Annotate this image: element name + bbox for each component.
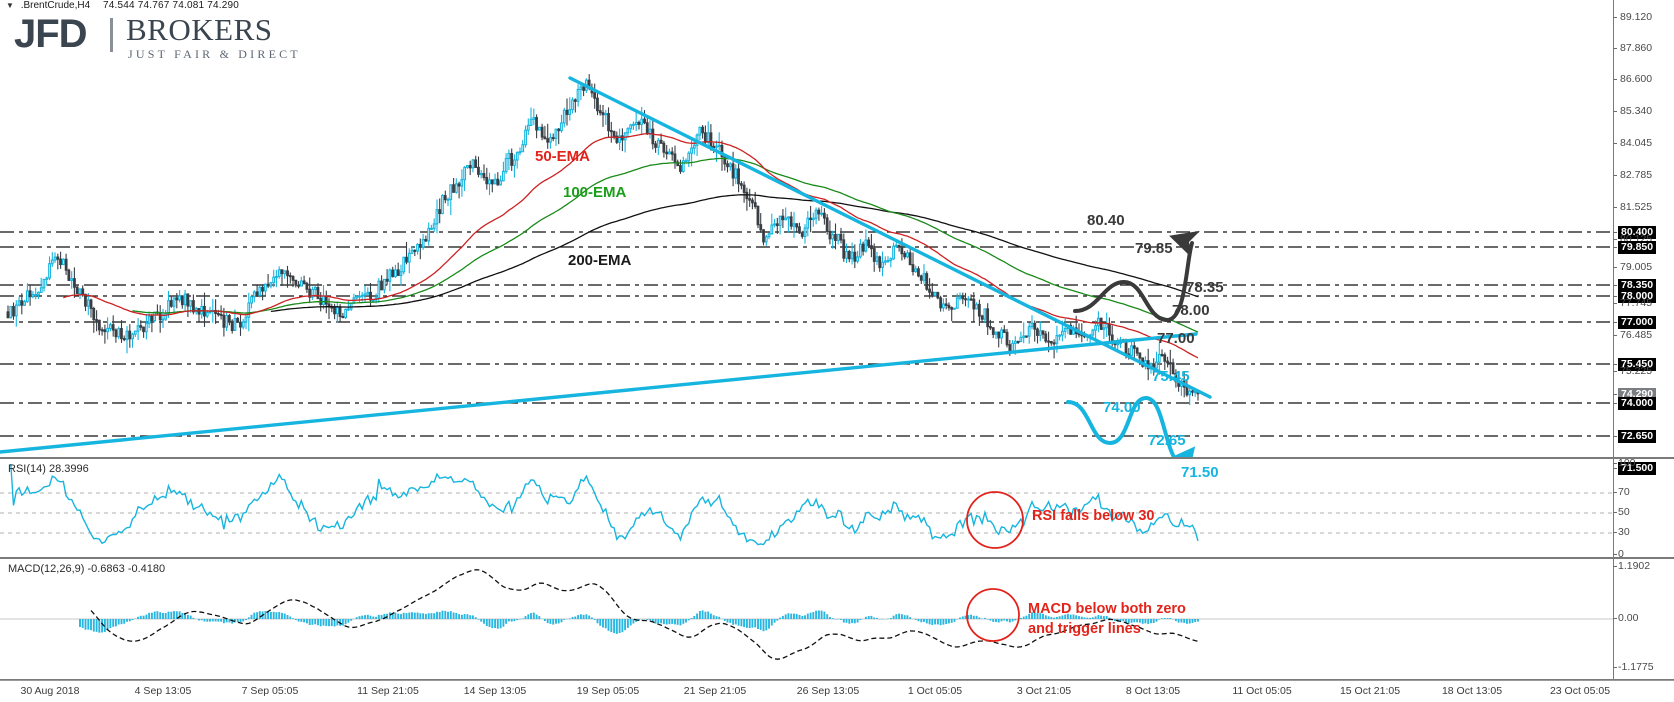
price-svg — [0, 74, 1613, 457]
time-axis: 30 Aug 2018 4 Sep 13:05 7 Sep 05:05 11 Sep … — [0, 680, 1674, 702]
ema200-line — [270, 194, 1199, 313]
time-axis-label: 7 Sep 05:05 — [241, 685, 299, 697]
time-axis-label: 15 Oct 21:05 — [1339, 685, 1401, 697]
brand-logo: JFD BROKERS JUST FAIR & DIRECT — [14, 12, 314, 62]
macd-svg — [0, 569, 1613, 660]
time-axis-label: 3 Oct 21:05 — [1016, 685, 1072, 697]
rsi-annotation: RSI falls below 30 — [1032, 508, 1155, 524]
level-label-71-50: 71.50 — [1181, 464, 1219, 481]
level-label-77-00: 77.00 — [1157, 330, 1195, 347]
symbol-bar: ▼ .BrentCrude,H4 74.544 74.767 74.081 74… — [0, 0, 1674, 14]
logo-tagline: JUST FAIR & DIRECT — [128, 47, 301, 61]
macd-annotation-line1: MACD below both zero — [1028, 601, 1186, 617]
macd-axis-rail — [1613, 559, 1614, 679]
level-label-75-45: 75.45 — [1152, 368, 1190, 385]
projection-path-bearish — [1066, 395, 1180, 457]
logo-mark: JFD — [14, 12, 88, 56]
level-label-79-85: 79.85 — [1135, 240, 1173, 257]
logo-name: BROKERS — [126, 12, 273, 47]
level-label-78-35: 78.35 — [1186, 279, 1224, 296]
macd-pane: MACD(12,26,9) -0.6863 -0.4180 MACD below… — [0, 558, 1674, 680]
rsi-svg — [0, 463, 1613, 549]
time-axis-label: 14 Sep 13:05 — [463, 685, 527, 697]
sr-lines — [0, 231, 1613, 437]
price-axis-labels: 89.120 87.860 86.600 85.340 84.045 82.785 81.5… — [1613, 0, 1674, 680]
caret-down-icon[interactable]: ▼ — [6, 1, 14, 10]
ema100-label: 100-EMA — [563, 184, 627, 201]
time-axis-label: 4 Sep 13:05 — [134, 685, 192, 697]
rsi-plot[interactable] — [0, 459, 1613, 557]
ema50-label: 50-EMA — [535, 148, 591, 165]
level-label-80-40: 80.40 — [1087, 212, 1125, 229]
time-axis-label: 30 Aug 2018 — [20, 685, 80, 697]
rsi-axis-rail — [1613, 459, 1614, 557]
level-label-78-00: 78.00 — [1172, 302, 1210, 319]
level-label-72-65: 72.65 — [1148, 432, 1186, 449]
rsi-title: RSI(14) 28.3996 — [8, 463, 89, 475]
candlestick-series — [6, 74, 1200, 405]
ema200-label: 200-EMA — [568, 252, 632, 269]
symbol-label: .BrentCrude,H4 — [20, 0, 91, 11]
trend-lines — [0, 76, 1212, 454]
price-axis-rail — [1613, 0, 1614, 457]
projection-path-bullish — [1073, 243, 1192, 322]
ema100-line — [132, 157, 1199, 333]
price-pane: 50-EMA 100-EMA 200-EMA 80.40 79.85 78.35… — [0, 0, 1674, 481]
time-axis-label: 18 Oct 13:05 — [1441, 685, 1503, 697]
macd-plot[interactable] — [0, 559, 1613, 679]
macd-annotation-line2: and trigger lines — [1028, 621, 1141, 637]
macd-highlight-circle — [966, 588, 1020, 642]
rsi-pane: RSI(14) 28.3996 RSI falls below 30 — [0, 458, 1674, 558]
time-axis-label: 19 Sep 05:05 — [576, 685, 640, 697]
time-axis-label: 1 Oct 05:05 — [907, 685, 963, 697]
logo-divider — [110, 18, 113, 52]
rsi-highlight-circle — [966, 491, 1024, 549]
rsi-line — [10, 463, 1199, 546]
rsi-gridlines — [0, 492, 1613, 534]
time-axis-label: 11 Sep 21:05 — [357, 685, 419, 697]
time-axis-label: 8 Oct 13:05 — [1125, 685, 1181, 697]
time-axis-label: 21 Sep 21:05 — [683, 685, 747, 697]
level-label-74-00: 74.00 — [1103, 399, 1141, 416]
time-axis-label: 26 Sep 13:05 — [796, 685, 860, 697]
macd-signal-line — [90, 569, 1199, 660]
ohlc-values: 74.544 74.767 74.081 74.290 — [102, 0, 240, 11]
macd-title: MACD(12,26,9) -0.6863 -0.4180 — [8, 563, 166, 575]
time-axis-label: 23 Oct 05:05 — [1549, 685, 1611, 697]
time-axis-label: 11 Oct 05:05 — [1232, 685, 1292, 697]
price-plot[interactable] — [0, 0, 1613, 457]
